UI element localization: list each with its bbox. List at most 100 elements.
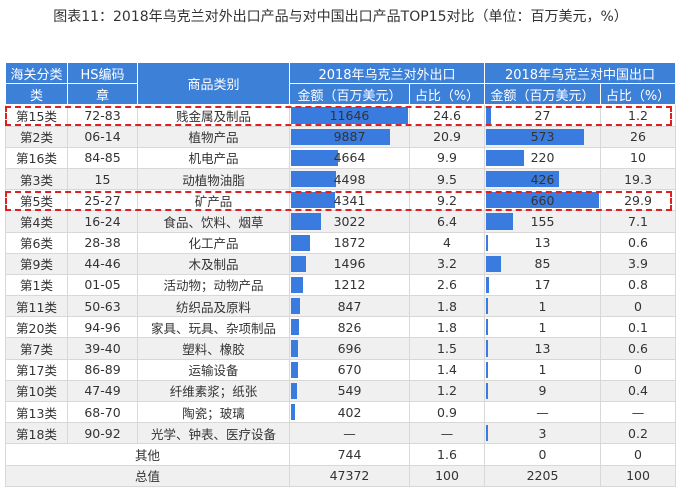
export-amount-cell-value: — (343, 425, 356, 441)
china-share-cell-value: 0.6 (628, 341, 648, 357)
export-share-cell-value: 24.6 (433, 107, 461, 123)
category-cell-value: 活动物；动物产品 (163, 278, 264, 294)
china-amount-cell-value: 155 (530, 213, 555, 229)
china-share-cell-value: 0.2 (628, 425, 648, 441)
table-row: 第20类 94-96 家具、玩具、杂项制品 826 1.8 1 0.1 (5, 316, 676, 339)
category-cell-value: 运输设备 (188, 363, 239, 379)
china-share-cell-value: — (631, 404, 645, 420)
export-amount-cell-bar (291, 192, 335, 209)
export-share-cell-value: 6.4 (437, 213, 457, 229)
export-amount-cell-bar (291, 340, 298, 357)
export-amount-cell: 402 (289, 400, 410, 424)
china-share-cell-value: 19.3 (624, 171, 652, 187)
table-row: 第6类 28-38 化工产品 1872 4 13 0.6 (5, 231, 676, 254)
china-amount-cell-value: 660 (530, 192, 555, 208)
table-row: 第10类 47-49 纤维素浆；纸张 549 1.2 9 0.4 (5, 379, 676, 403)
china-share-cell: 1.2 (600, 104, 676, 127)
export-amount-cell-value: 847 (337, 298, 362, 314)
china-amount-cell-value: 220 (530, 150, 555, 166)
hs-code-cell-value: 16-24 (84, 213, 121, 229)
category-cell-value: 塑料、橡胶 (182, 342, 245, 358)
china-amount-cell-bar (486, 107, 491, 124)
export-amount-cell: 3022 (289, 210, 410, 233)
other-export-amount-value: 744 (337, 446, 362, 462)
export-amount-cell-bar (291, 107, 408, 124)
export-amount-cell-bar (291, 276, 304, 294)
table-row: 第16类 84-85 机电产品 4664 9.9 220 10 (5, 146, 676, 169)
export-amount-cell-value: 4664 (333, 150, 366, 166)
class-cell-value: 第13类 (16, 405, 57, 421)
export-amount-cell: — (289, 422, 410, 445)
category-cell: 活动物；动物产品 (137, 273, 290, 297)
export-amount-cell: 9887 (289, 125, 410, 148)
total-row: 总值 47372 100 2205 100 (5, 464, 676, 487)
export-amount-cell: 549 (289, 379, 410, 403)
category-cell: 植物产品 (137, 125, 290, 148)
china-amount-cell-value: 9 (538, 383, 547, 399)
header-export-share: 占比（%） (409, 83, 485, 106)
china-amount-cell-value: 1 (538, 298, 547, 314)
china-amount-cell: 220 (484, 146, 601, 169)
class-cell-value: 第3类 (20, 172, 53, 188)
export-share-cell-value: 1.4 (437, 362, 457, 378)
total-china-share: 100 (600, 464, 676, 487)
class-cell-value: 第9类 (20, 257, 53, 273)
category-cell-value: 化工产品 (188, 236, 239, 252)
other-china-amount-value: 0 (538, 446, 547, 462)
china-amount-cell: 426 (484, 167, 601, 191)
china-amount-cell: 1 (484, 316, 601, 339)
china-share-cell: 0.8 (600, 273, 676, 297)
class-cell-value: 第17类 (16, 363, 57, 379)
export-amount-cell-value: 1212 (333, 277, 366, 293)
chart-title: 图表11：2018年乌克兰对外出口产品与对中国出口产品TOP15对比（单位：百万… (53, 9, 628, 25)
hs-code-cell: 90-92 (67, 422, 138, 445)
header-hs: HS编码 (67, 61, 138, 85)
header-class-sub: 类 (5, 83, 68, 106)
total-label-cell: 总值 (5, 464, 290, 487)
export-share-cell-value: 1.5 (437, 341, 457, 357)
export-amount-cell: 1872 (289, 231, 410, 254)
export-amount-cell-value: 1496 (333, 256, 366, 272)
hs-code-cell-value: 50-63 (84, 298, 121, 314)
other-china-share-value: 0 (634, 446, 642, 462)
table-row: 第9类 44-46 木及制品 1496 3.2 85 3.9 (5, 252, 676, 275)
china-amount-cell-bar (486, 170, 559, 188)
class-cell: 第16类 (5, 146, 68, 169)
class-cell-value: 第7类 (20, 342, 53, 358)
table-row: 第7类 39-40 塑料、橡胶 696 1.5 13 0.6 (5, 337, 676, 360)
category-cell-value: 贱金属及制品 (175, 108, 251, 124)
class-cell-value: 第6类 (20, 236, 53, 252)
china-amount-cell: 3 (484, 422, 601, 445)
header-china-share: 占比（%） (600, 83, 676, 106)
china-amount-cell-bar (486, 192, 599, 209)
hs-code-cell: 39-40 (67, 337, 138, 360)
export-share-cell-value: 2.6 (437, 277, 457, 293)
china-amount-cell-bar (486, 128, 585, 145)
china-amount-cell: — (484, 400, 601, 424)
category-cell-value: 机电产品 (188, 151, 239, 167)
export-amount-cell-bar (291, 149, 338, 166)
export-amount-cell: 670 (289, 358, 410, 381)
category-cell: 纤维素浆；纸张 (137, 379, 290, 403)
export-amount-cell-value: 826 (337, 319, 362, 335)
total-china-amount-value: 2205 (526, 468, 559, 484)
other-export-share-value: 1.6 (437, 446, 457, 462)
china-amount-cell-bar (486, 298, 488, 315)
china-amount-cell-value: — (536, 404, 549, 420)
table-row: 第1类 01-05 活动物；动物产品 1212 2.6 17 0.8 (5, 273, 676, 297)
class-cell-value: 第15类 (16, 108, 57, 124)
category-cell: 贱金属及制品 (137, 104, 290, 127)
class-cell: 第9类 (5, 252, 68, 275)
export-share-cell-value: 9.5 (437, 171, 457, 187)
china-share-cell: 3.9 (600, 252, 676, 275)
hs-code-cell-value: 72-83 (84, 107, 121, 123)
china-amount-cell: 9 (484, 379, 601, 403)
export-amount-cell-value: 4498 (333, 171, 366, 187)
china-share-cell: 29.9 (600, 189, 676, 212)
hs-code-cell: 50-63 (67, 295, 138, 318)
export-amount-cell-bar (291, 382, 297, 399)
other-label-cell-value: 其他 (134, 447, 160, 463)
class-cell-value: 第10类 (16, 384, 57, 400)
hs-code-cell-value: 68-70 (84, 404, 121, 420)
class-cell: 第11类 (5, 295, 68, 318)
